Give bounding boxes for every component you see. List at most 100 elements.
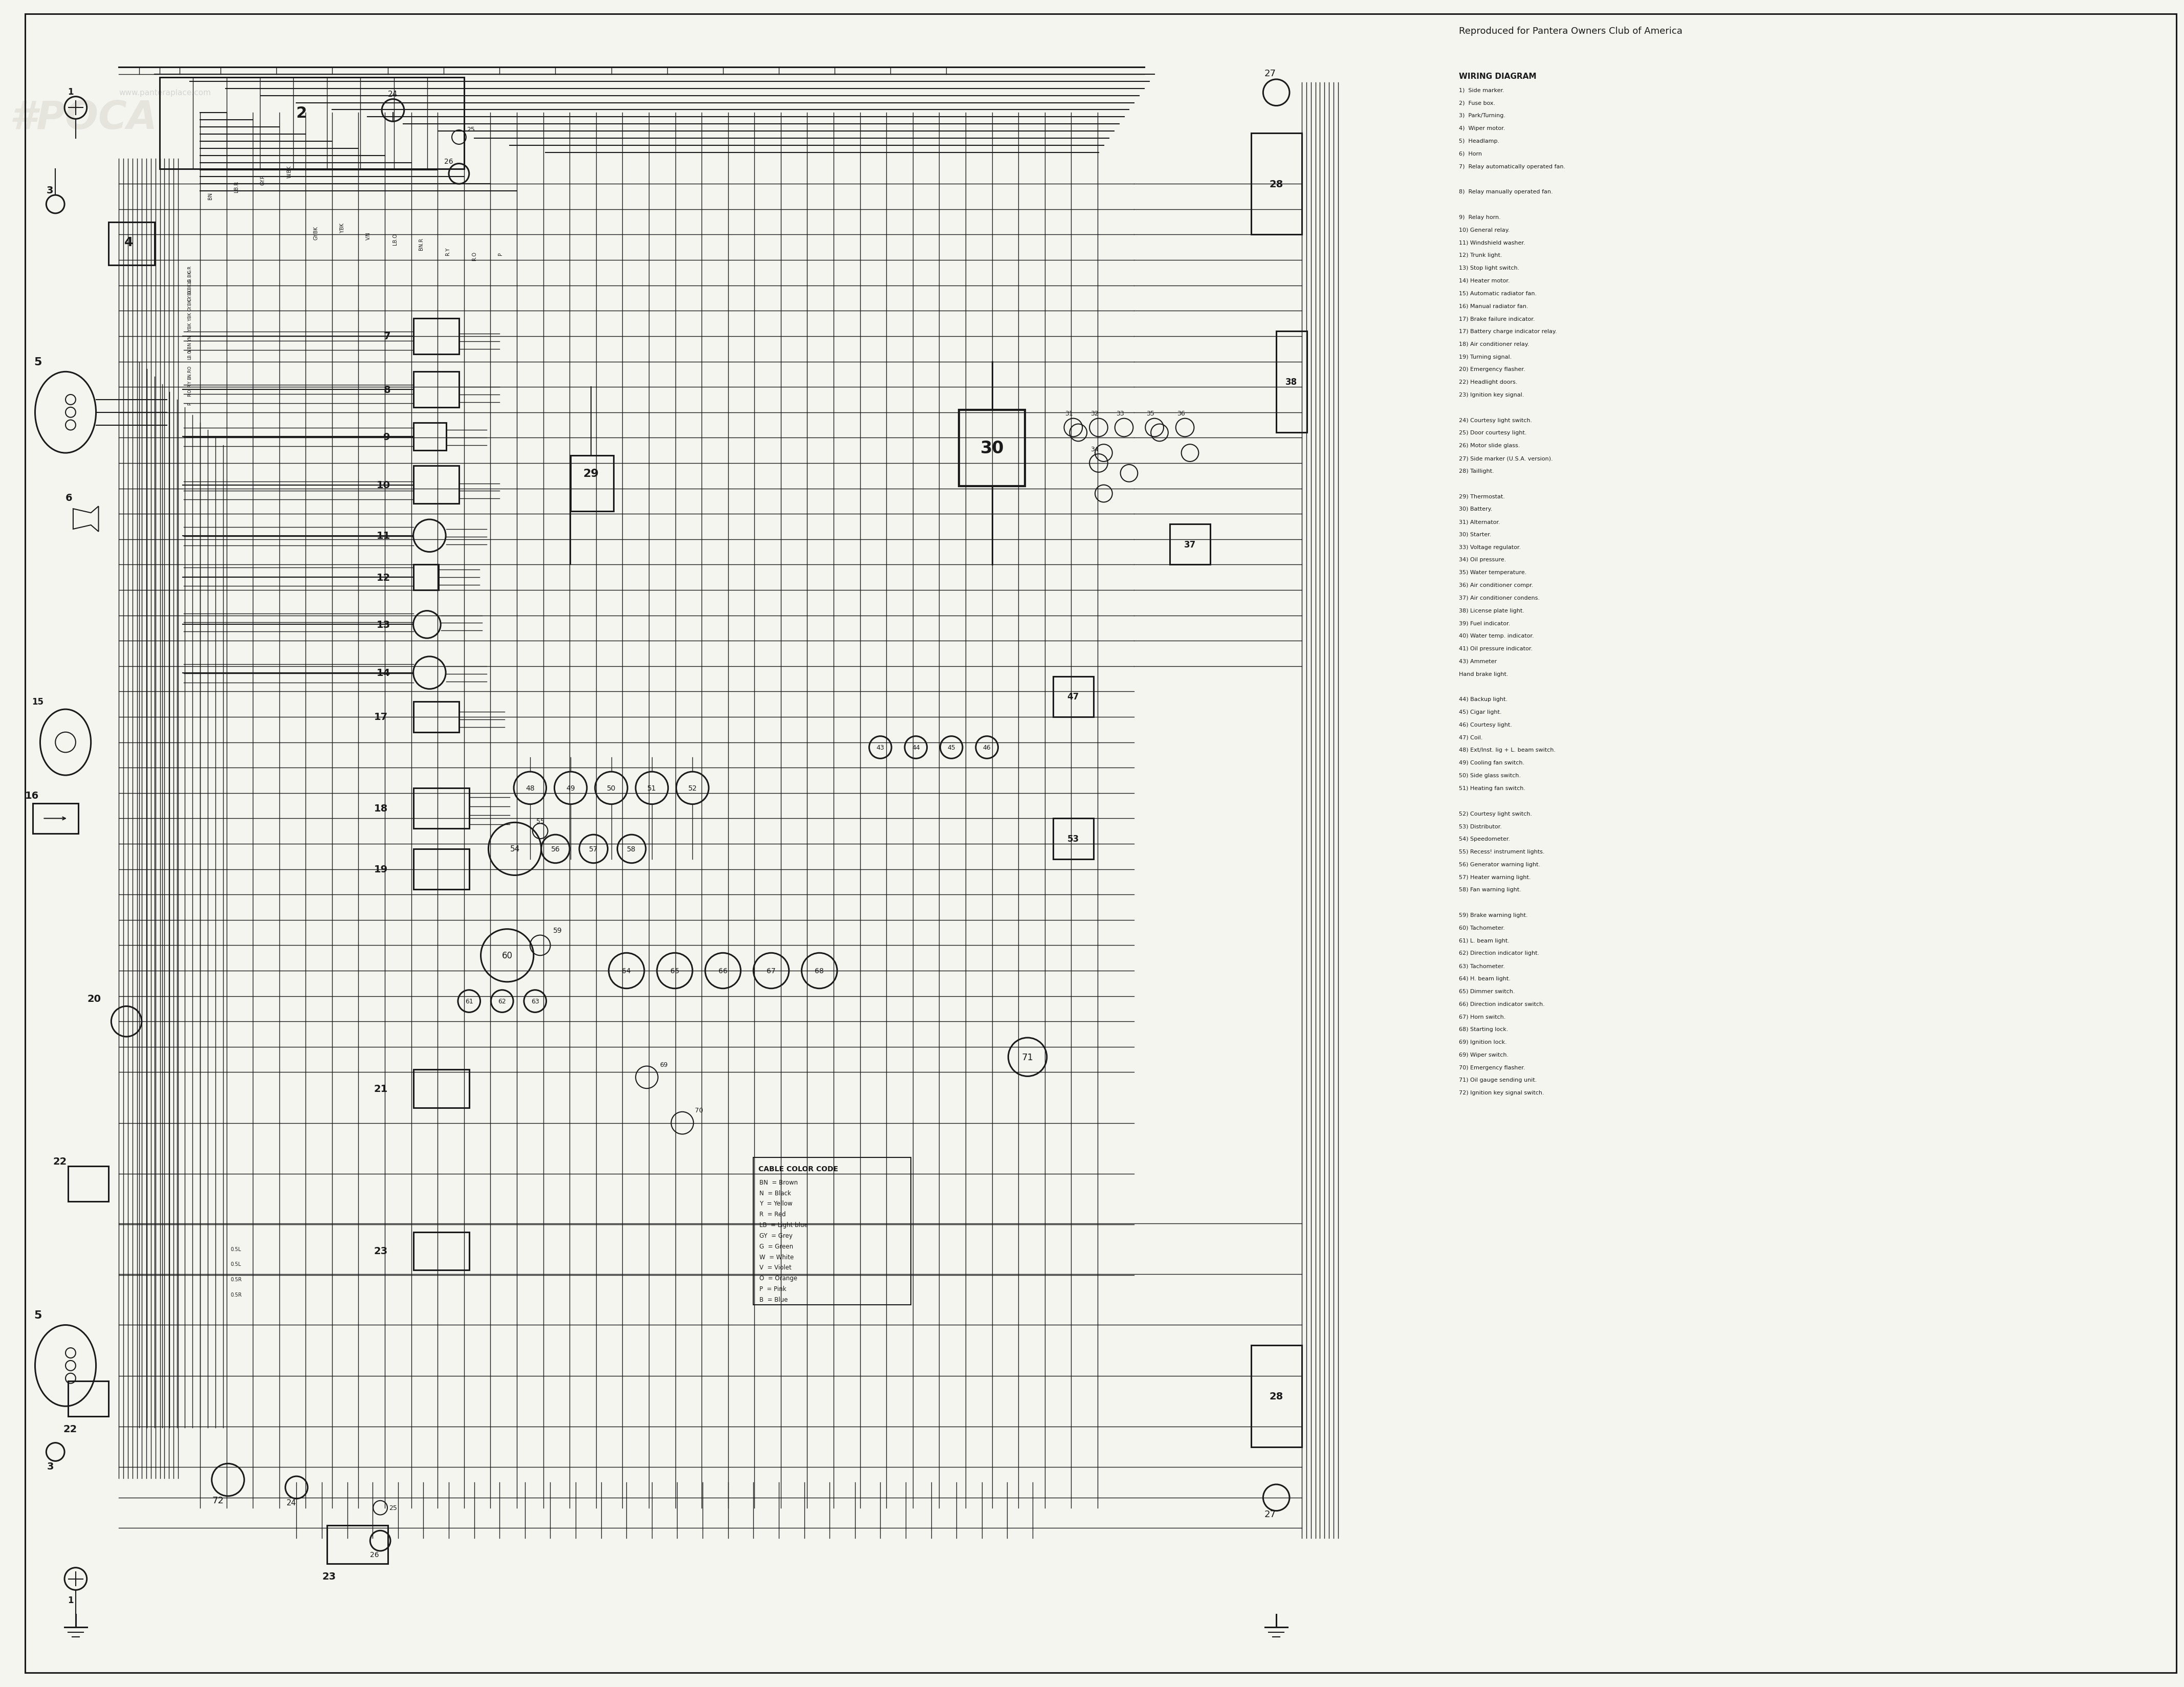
Text: 0.5L: 0.5L xyxy=(232,1262,240,1267)
Bar xyxy=(1171,525,1210,565)
Text: 30) Battery.: 30) Battery. xyxy=(1459,506,1492,511)
Text: V.BN: V.BN xyxy=(188,342,192,353)
Text: www.panteraplace.com: www.panteraplace.com xyxy=(118,89,212,96)
Text: 32: 32 xyxy=(1090,410,1099,417)
Text: 37) Air conditioner condens.: 37) Air conditioner condens. xyxy=(1459,596,1540,601)
Text: 11) Windshield washer.: 11) Windshield washer. xyxy=(1459,240,1524,245)
Text: 38) License plate light.: 38) License plate light. xyxy=(1459,607,1524,612)
Text: Hand brake light.: Hand brake light. xyxy=(1459,671,1509,676)
Text: O: O xyxy=(188,366,192,369)
Text: 45: 45 xyxy=(948,744,954,751)
Text: R  = Red: R = Red xyxy=(760,1211,786,1218)
Text: 56: 56 xyxy=(550,845,559,852)
Text: 31: 31 xyxy=(1066,410,1072,417)
Text: Y  = Yellow: Y = Yellow xyxy=(760,1199,793,1206)
Text: 44: 44 xyxy=(913,744,919,751)
Text: LB  = Light blue: LB = Light blue xyxy=(760,1221,808,1228)
Text: #POCA: #POCA xyxy=(9,100,157,137)
Bar xyxy=(413,702,459,732)
Text: BN.R: BN.R xyxy=(188,369,192,380)
Text: 63) Tachometer.: 63) Tachometer. xyxy=(1459,963,1505,968)
Text: 34: 34 xyxy=(1090,445,1099,452)
Text: 60) Tachometer.: 60) Tachometer. xyxy=(1459,924,1505,930)
Text: 33: 33 xyxy=(1116,410,1125,417)
Text: N  = Black: N = Black xyxy=(760,1189,791,1196)
Text: 54: 54 xyxy=(509,845,520,854)
Text: R.O: R.O xyxy=(188,388,192,396)
Text: BN.R: BN.R xyxy=(419,238,424,250)
Text: 71) Oil gauge sending unit.: 71) Oil gauge sending unit. xyxy=(1459,1078,1538,1083)
Text: 7: 7 xyxy=(384,332,391,341)
Text: 19) Turning signal.: 19) Turning signal. xyxy=(1459,354,1511,359)
Text: 71: 71 xyxy=(1022,1053,1033,1061)
Text: 47) Coil.: 47) Coil. xyxy=(1459,736,1483,741)
Text: 62) Direction indicator light.: 62) Direction indicator light. xyxy=(1459,950,1540,957)
Bar xyxy=(413,1070,470,1108)
Text: 55) Recess! instrument lights.: 55) Recess! instrument lights. xyxy=(1459,849,1544,854)
Text: 45) Cigar light.: 45) Cigar light. xyxy=(1459,710,1503,715)
Text: 27: 27 xyxy=(1265,1510,1275,1518)
Text: 29: 29 xyxy=(583,469,598,479)
Text: 52: 52 xyxy=(688,784,697,791)
Text: 49) Cooling fan switch.: 49) Cooling fan switch. xyxy=(1459,761,1524,766)
Text: 28: 28 xyxy=(1269,1392,1284,1400)
Text: 22: 22 xyxy=(63,1424,76,1434)
Bar xyxy=(1251,133,1302,234)
Text: 12: 12 xyxy=(376,572,391,582)
Text: 38: 38 xyxy=(1286,378,1297,386)
Text: 23: 23 xyxy=(321,1571,336,1581)
Bar xyxy=(413,565,439,590)
Bar xyxy=(109,223,155,265)
Bar xyxy=(1053,818,1094,859)
Text: W  = White: W = White xyxy=(760,1253,795,1260)
Text: 18) Air conditioner relay.: 18) Air conditioner relay. xyxy=(1459,341,1529,348)
Text: 16: 16 xyxy=(24,791,39,801)
Text: 7)  Relay automatically operated fan.: 7) Relay automatically operated fan. xyxy=(1459,164,1566,169)
Text: 0.5R: 0.5R xyxy=(232,1292,242,1297)
Text: B  = Blue: B = Blue xyxy=(760,1296,788,1302)
Text: 34) Oil pressure.: 34) Oil pressure. xyxy=(1459,557,1507,562)
Text: R.Y: R.Y xyxy=(446,248,450,255)
Text: 9)  Relay horn.: 9) Relay horn. xyxy=(1459,214,1500,219)
Bar xyxy=(33,803,79,833)
Bar xyxy=(159,78,463,169)
Text: 24: 24 xyxy=(389,91,397,98)
Bar xyxy=(1053,676,1094,717)
Text: 58: 58 xyxy=(627,845,636,852)
Text: 44) Backup light.: 44) Backup light. xyxy=(1459,697,1507,702)
Text: 53) Distributor.: 53) Distributor. xyxy=(1459,823,1503,828)
Bar xyxy=(570,455,614,511)
Text: 70) Emergency flasher.: 70) Emergency flasher. xyxy=(1459,1064,1524,1070)
Text: CABLE COLOR CODE: CABLE COLOR CODE xyxy=(758,1166,839,1172)
Text: 49: 49 xyxy=(566,784,574,791)
Text: 5: 5 xyxy=(33,356,41,368)
Text: 30: 30 xyxy=(981,440,1005,457)
Bar xyxy=(413,1232,470,1270)
Text: Reproduced for Pantera Owners Club of America: Reproduced for Pantera Owners Club of Am… xyxy=(1459,27,1682,35)
Text: 67: 67 xyxy=(767,967,775,975)
Text: P: P xyxy=(498,253,502,255)
Text: 59: 59 xyxy=(553,926,561,935)
Text: R.O: R.O xyxy=(472,251,476,260)
Text: Y.N: Y.N xyxy=(188,336,192,341)
Text: Y.BK: Y.BK xyxy=(188,312,192,321)
Text: GY.BK: GY.BK xyxy=(188,299,192,310)
Text: 20: 20 xyxy=(87,994,100,1004)
Text: 20) Emergency flasher.: 20) Emergency flasher. xyxy=(1459,368,1524,373)
Text: 72: 72 xyxy=(212,1496,223,1505)
Text: 25) Door courtesy light.: 25) Door courtesy light. xyxy=(1459,430,1527,435)
Text: 26: 26 xyxy=(443,159,454,165)
Text: P  = Pink: P = Pink xyxy=(760,1285,786,1292)
Text: 47: 47 xyxy=(1068,692,1079,702)
Bar xyxy=(413,788,470,828)
Text: GY.R: GY.R xyxy=(260,175,266,186)
Text: V.N: V.N xyxy=(367,233,371,240)
Text: 72) Ignition key signal switch.: 72) Ignition key signal switch. xyxy=(1459,1090,1544,1095)
Text: 62: 62 xyxy=(498,999,507,1005)
Text: 64) H. beam light.: 64) H. beam light. xyxy=(1459,977,1511,982)
Text: G  = Green: G = Green xyxy=(760,1243,793,1250)
Bar xyxy=(413,849,470,889)
Text: 64: 64 xyxy=(622,967,631,975)
Text: BN  = Brown: BN = Brown xyxy=(760,1179,797,1186)
Text: V  = Violet: V = Violet xyxy=(760,1264,791,1270)
